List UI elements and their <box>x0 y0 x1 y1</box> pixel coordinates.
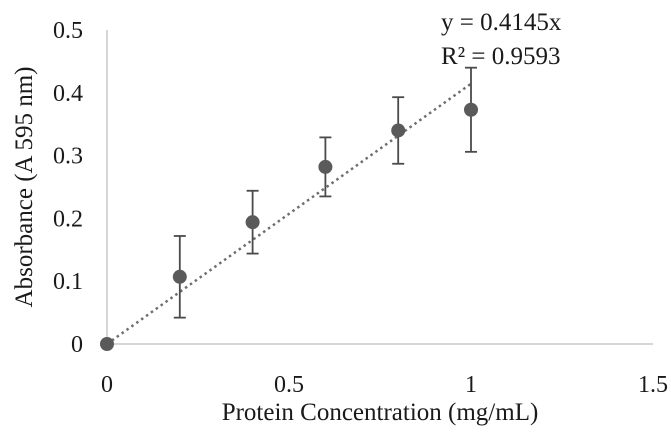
error-bars <box>173 66 477 319</box>
data-point <box>464 102 478 117</box>
x-axis-title: Protein Concentration (mg/mL) <box>222 399 539 426</box>
data-point <box>172 269 187 284</box>
x-tick-label: 0 <box>101 372 113 398</box>
y-tick-label: 0.5 <box>53 18 83 44</box>
y-tick-label: 0.3 <box>53 144 83 170</box>
data-point <box>245 215 260 230</box>
data-point <box>318 159 333 174</box>
y-tick-label: 0.2 <box>53 206 83 232</box>
y-tick-labels: 0 0.1 0.2 0.3 0.4 0.5 <box>53 18 83 358</box>
x-tick-label: 0.5 <box>274 372 304 398</box>
y-tick-label: 0 <box>71 332 83 358</box>
x-tick-label: 1.5 <box>638 372 668 398</box>
y-axis-title: Absorbance (A 595 nm) <box>11 67 38 308</box>
trendline <box>106 82 472 346</box>
data-points <box>100 102 478 351</box>
x-tick-label: 1 <box>465 372 477 398</box>
y-tick-label: 0.4 <box>53 81 83 107</box>
y-tick-label: 0.1 <box>53 269 83 295</box>
trendline-equation: y = 0.4145x <box>441 9 562 36</box>
data-point <box>391 123 406 138</box>
x-tick-labels: 0 0.5 1 1.5 <box>101 372 668 398</box>
trendline-group <box>106 82 472 346</box>
r-squared-label: R² = 0.9593 <box>441 43 561 70</box>
axes <box>106 30 653 345</box>
data-point <box>100 337 114 351</box>
